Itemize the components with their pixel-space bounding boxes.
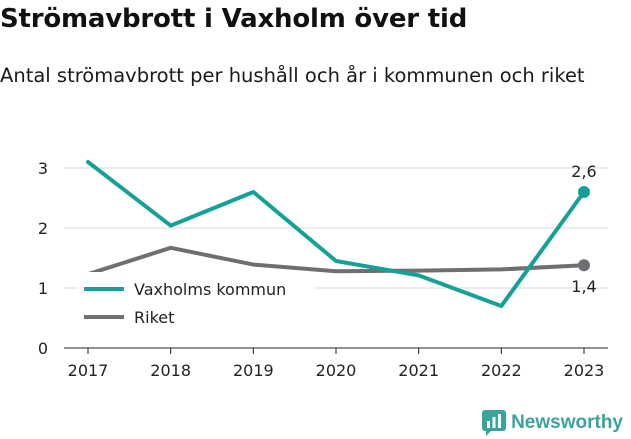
legend-background (78, 272, 314, 334)
chart-title: Strömavbrott i Vaxholm över tid (0, 4, 468, 34)
series-end-point-riket (578, 259, 590, 272)
x-tick-label: 2018 (150, 361, 191, 380)
x-tick-label: 2021 (398, 361, 439, 380)
series-end-label: 2,6 (571, 162, 596, 181)
x-tick-label: 2017 (68, 361, 109, 380)
x-tick-label: 2020 (316, 361, 357, 380)
brand-name: Newsworthy (511, 412, 623, 433)
x-tick-label: 2022 (481, 361, 522, 380)
legend-label: Riket (134, 308, 174, 327)
legend-label: Vaxholms kommun (134, 280, 286, 299)
chart-subtitle: Antal strömavbrott per hushåll och år i … (0, 64, 585, 87)
x-tick-label: 2019 (233, 361, 274, 380)
y-tick-label: 0 (38, 339, 48, 358)
newsworthy-logo-icon (482, 410, 507, 436)
y-tick-label: 1 (38, 279, 48, 298)
series-end-label: 1,4 (571, 277, 596, 296)
series-line-riket (86, 245, 586, 277)
series-end-point-vaxholm (578, 186, 590, 198)
newsworthy-branding: Newsworthy (482, 408, 623, 438)
series-line-vaxholm (86, 160, 586, 308)
y-tick-label: 2 (38, 219, 48, 238)
x-tick-label: 2023 (564, 361, 605, 380)
y-tick-label: 3 (38, 159, 48, 178)
